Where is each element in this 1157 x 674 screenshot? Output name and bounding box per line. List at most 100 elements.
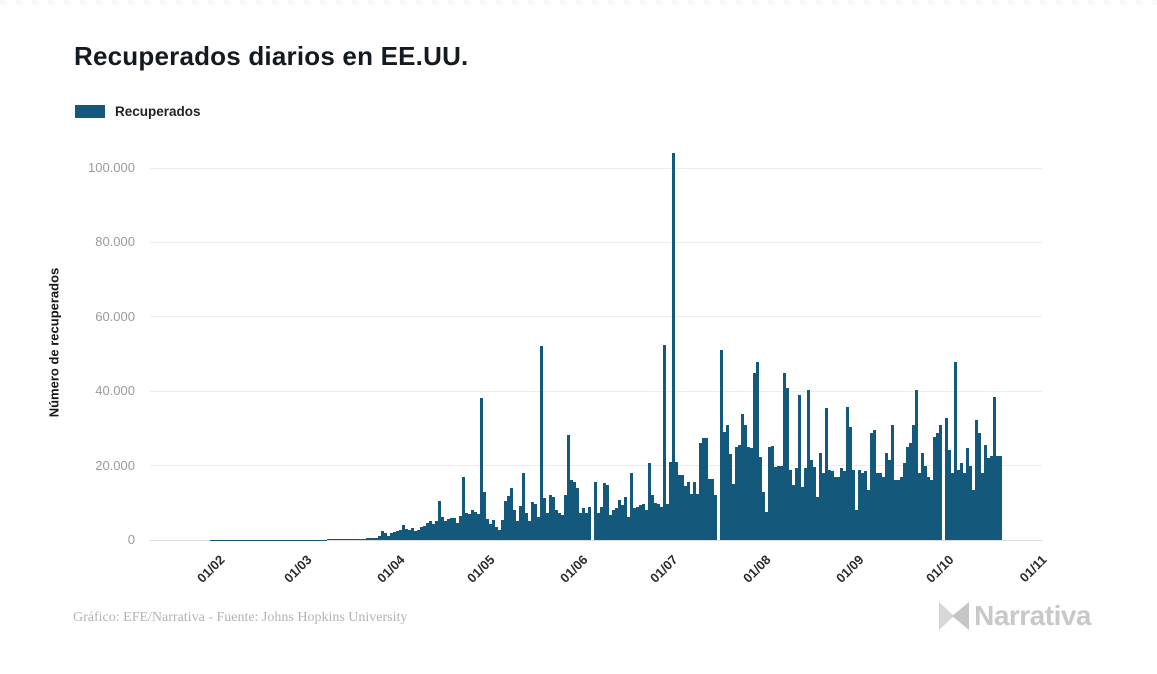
- bar: [603, 483, 606, 540]
- bar: [765, 511, 768, 540]
- bar: [648, 463, 651, 540]
- bar: [780, 465, 783, 540]
- bar: [657, 503, 660, 540]
- bar: [696, 494, 699, 540]
- bar: [258, 539, 261, 540]
- bar: [999, 456, 1002, 540]
- bar: [336, 539, 339, 540]
- bar: [612, 510, 615, 540]
- bar: [954, 361, 957, 540]
- bar: [519, 505, 522, 540]
- x-tick-label: 01/02: [193, 552, 228, 586]
- narrativa-n-icon: [939, 602, 970, 630]
- bar: [267, 539, 270, 540]
- bar: [315, 539, 318, 540]
- bar: [384, 533, 387, 540]
- bar: [669, 461, 672, 540]
- bar: [510, 487, 513, 540]
- y-tick-label: 0: [127, 532, 135, 547]
- bar: [774, 466, 777, 540]
- bar: [264, 539, 267, 540]
- bar: [759, 457, 762, 540]
- bar: [261, 539, 264, 540]
- bar: [360, 538, 363, 540]
- bar: [252, 539, 255, 540]
- bar: [354, 539, 357, 540]
- bar: [393, 532, 396, 540]
- bar: [801, 486, 804, 540]
- bar: [213, 539, 216, 540]
- bar: [357, 538, 360, 540]
- bar: [291, 539, 294, 540]
- bar: [978, 433, 981, 540]
- bar: [351, 539, 354, 540]
- bar: [606, 484, 609, 540]
- bar: [714, 495, 717, 540]
- bar: [246, 539, 249, 540]
- bar: [651, 495, 654, 540]
- bar: [465, 513, 468, 540]
- bar: [723, 432, 726, 540]
- bar: [555, 509, 558, 540]
- bar: [690, 494, 693, 540]
- gridline: [150, 316, 1042, 318]
- bar: [813, 466, 816, 540]
- bar: [222, 539, 225, 540]
- bar: [990, 456, 993, 540]
- bar: [609, 515, 612, 540]
- bar: [930, 480, 933, 540]
- narrativa-logo: Narrativa: [938, 599, 1091, 633]
- bar: [840, 468, 843, 540]
- y-axis-title: Número de recuperados: [40, 145, 68, 540]
- bar: [435, 521, 438, 540]
- bar: [537, 516, 540, 540]
- x-tick-label: 01/06: [556, 552, 591, 586]
- bar: [288, 539, 291, 540]
- bar: [573, 481, 576, 540]
- bar: [798, 394, 801, 540]
- bar: [549, 494, 552, 540]
- bar: [933, 436, 936, 540]
- x-tick-label: 01/09: [832, 552, 867, 586]
- bar: [756, 361, 759, 540]
- bar: [474, 511, 477, 540]
- bar: [852, 470, 855, 540]
- bar: [540, 346, 543, 540]
- bar: [702, 438, 705, 540]
- bar: [909, 443, 912, 540]
- bar: [282, 539, 285, 540]
- bar: [576, 487, 579, 540]
- bar: [903, 463, 906, 540]
- bar: [468, 513, 471, 540]
- bar: [345, 539, 348, 540]
- legend-label: Recuperados: [115, 104, 201, 119]
- bar: [285, 539, 288, 540]
- bar: [633, 508, 636, 540]
- bar: [366, 538, 369, 540]
- bar: [948, 449, 951, 540]
- bar: [738, 445, 741, 540]
- bar: [270, 539, 273, 540]
- bar: [327, 539, 330, 540]
- bar: [219, 539, 222, 540]
- bar: [867, 490, 870, 540]
- bar: [963, 473, 966, 540]
- bar: [864, 470, 867, 540]
- bar: [912, 425, 915, 540]
- bar: [981, 473, 984, 540]
- bar: [975, 420, 978, 540]
- bar: [711, 479, 714, 540]
- bar: [567, 435, 570, 540]
- bar: [558, 513, 561, 540]
- bar: [960, 463, 963, 540]
- bar: [615, 508, 618, 540]
- bar: [600, 506, 603, 540]
- bar: [369, 538, 372, 540]
- bar: [624, 496, 627, 540]
- bar: [819, 452, 822, 540]
- bar: [783, 373, 786, 540]
- bar: [870, 433, 873, 540]
- gridline: [150, 465, 1042, 467]
- bar: [894, 480, 897, 540]
- bar: [708, 479, 711, 540]
